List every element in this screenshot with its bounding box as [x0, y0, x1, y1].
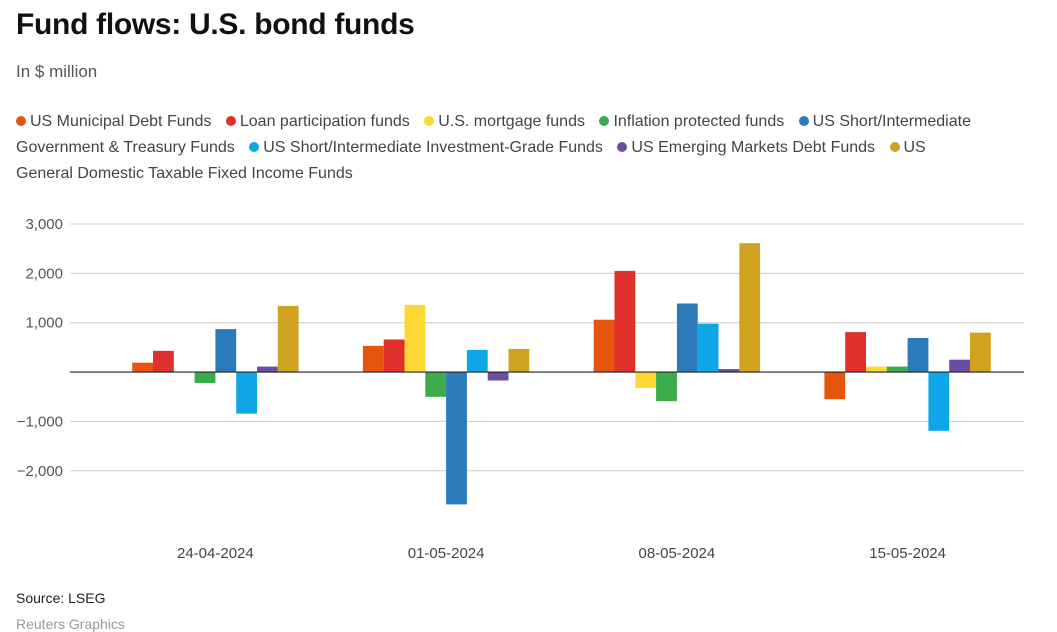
legend-label: Loan participation funds: [239, 113, 410, 130]
legend-item: US Emerging Markets Debt Funds: [617, 139, 875, 156]
bar: [362, 345, 384, 373]
bar: [824, 372, 846, 400]
x-tick-label: 24-04-2024: [177, 545, 254, 562]
bar: [446, 372, 467, 505]
bar: [257, 366, 278, 372]
bar: [697, 323, 719, 373]
bar: [215, 329, 237, 372]
legend-item: US Municipal Debt Funds: [16, 113, 211, 130]
bar: [425, 372, 447, 397]
legend-swatch: [16, 116, 26, 126]
x-tick-label: 15-05-2024: [869, 545, 946, 562]
y-tick-label: 2,000: [25, 265, 63, 282]
bar: [132, 362, 153, 373]
y-tick-label: −2,000: [17, 463, 63, 480]
bar: [739, 243, 761, 372]
legend-item: Inflation protected funds: [599, 113, 784, 130]
bar-chart: 3,000 2,000 1,000 −1,000 −2,000 24-04-2024 01-…: [17, 216, 1024, 562]
y-tick-label: 3,000: [25, 216, 63, 233]
legend-swatch: [424, 116, 435, 126]
legend-swatch: [617, 142, 628, 152]
bar: [845, 332, 866, 373]
bar: [949, 359, 970, 372]
legend-item: US Short/Intermediate Government & Treas…: [16, 113, 971, 156]
bar: [236, 372, 257, 414]
bar: [866, 366, 887, 372]
legend: US Municipal Debt Funds Loan participati…: [16, 109, 986, 187]
bar: [676, 303, 698, 373]
legend-item: U.S. mortgage funds: [424, 113, 585, 130]
chart-title: Fund flows: U.S. bond funds: [16, 8, 415, 41]
legend-swatch: [889, 142, 900, 152]
legend-label: US Municipal Debt Funds: [30, 113, 212, 130]
legend-item: US Short/Intermediate Investment-Grade F…: [249, 139, 603, 156]
bar: [508, 348, 530, 373]
bar: [487, 372, 509, 381]
legend-swatch: [225, 116, 236, 126]
bar: [593, 319, 615, 372]
legend-label: US General Domestic Taxable Fixed Income…: [16, 139, 926, 182]
bar: [614, 270, 636, 373]
legend-item: Loan participation funds: [225, 113, 410, 130]
bar: [153, 350, 174, 372]
chart-subtitle: In $ million: [16, 62, 98, 81]
bar: [635, 372, 657, 388]
y-tick-label: −1,000: [17, 413, 63, 430]
bar: [194, 372, 216, 383]
legend-swatch: [798, 116, 809, 126]
bar: [383, 339, 405, 373]
source-note: Source: LSEG: [16, 590, 106, 606]
footer-faded-text: Reuters Graphics: [16, 616, 125, 632]
legend-label: US Short/Intermediate Government & Treas…: [16, 113, 971, 156]
legend-label: US Emerging Markets Debt Funds: [631, 139, 876, 156]
bar: [277, 305, 299, 372]
bar: [970, 332, 991, 373]
legend-swatch: [599, 116, 610, 126]
bar: [886, 366, 908, 372]
bar: [656, 372, 677, 402]
legend-label: Inflation protected funds: [613, 113, 785, 130]
bar: [404, 304, 426, 372]
bar: [466, 349, 488, 373]
y-tick-label: 1,000: [25, 315, 63, 332]
legend-label: US Short/Intermediate Investment-Grade F…: [263, 139, 603, 156]
legend-item: US General Domestic Taxable Fixed Income…: [16, 139, 926, 182]
legend-label: U.S. mortgage funds: [438, 113, 585, 130]
bar: [907, 338, 929, 373]
legend-swatch: [249, 142, 260, 152]
bar: [718, 369, 740, 373]
x-tick-label: 08-05-2024: [639, 545, 716, 562]
x-tick-label: 01-05-2024: [408, 545, 485, 562]
bar: [928, 372, 950, 431]
